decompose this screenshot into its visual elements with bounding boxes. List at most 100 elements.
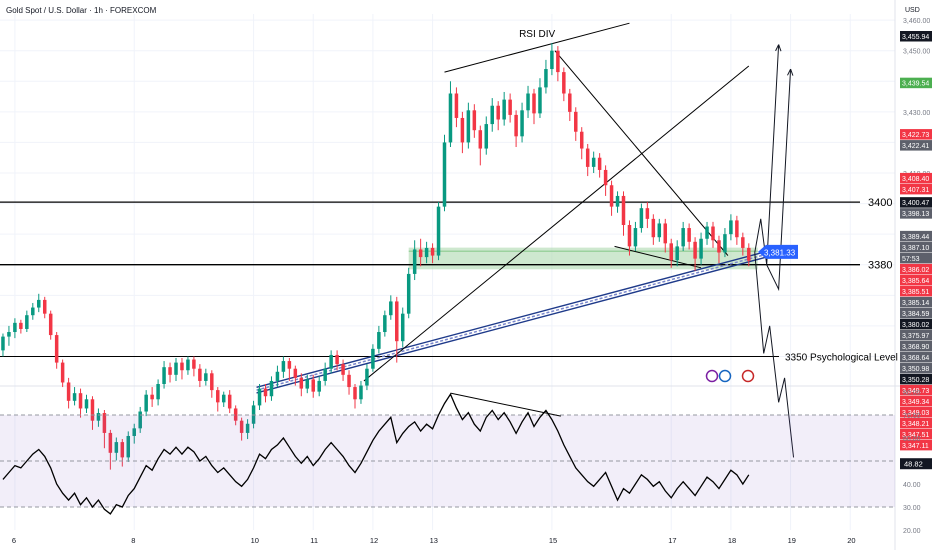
candle-body xyxy=(436,206,441,256)
projection-arrowhead xyxy=(775,44,782,52)
rsi-value-tag-label: 48.82 xyxy=(904,460,923,469)
price-axis-label: 3,460.00 xyxy=(903,18,930,25)
candle-body xyxy=(60,362,65,383)
candle-body xyxy=(609,185,614,207)
price-tag-label: 3,385.51 xyxy=(902,289,929,296)
candle-body xyxy=(7,332,11,337)
price-tag-label: 3,350.98 xyxy=(902,366,929,373)
candle-body xyxy=(156,384,160,400)
candle-body xyxy=(78,393,83,409)
candle-body xyxy=(245,423,250,433)
candle-body xyxy=(591,157,596,167)
time-axis-label: 13 xyxy=(430,536,438,545)
price-tag-label: 3,400.47 xyxy=(902,200,929,207)
candle-body xyxy=(633,228,638,247)
candle-body xyxy=(19,322,23,329)
price-tag-bg xyxy=(900,77,932,89)
candle-body xyxy=(699,238,703,259)
price-tag-label: 3,455.94 xyxy=(902,34,929,41)
candle-body xyxy=(502,99,506,120)
candle-body xyxy=(311,379,315,392)
candle-body xyxy=(114,442,119,453)
price-axis-label: 3,450.00 xyxy=(903,49,930,56)
candle-body xyxy=(233,408,238,421)
rsi-value-tag-bg xyxy=(900,458,932,470)
price-tag-bg xyxy=(900,340,932,352)
level-label: 3380 xyxy=(868,260,892,272)
candle-body xyxy=(574,111,578,132)
candle-body xyxy=(216,390,220,403)
candle-body xyxy=(526,93,530,111)
trend-channel-line xyxy=(256,251,785,394)
candle-body xyxy=(418,249,423,258)
time-axis-label: 8 xyxy=(131,536,135,545)
candle-body xyxy=(478,130,483,149)
candle-body xyxy=(448,93,453,143)
candle-body xyxy=(508,99,512,115)
candle-body xyxy=(150,394,154,400)
price-tag-bg xyxy=(900,129,932,140)
price-tag-bg xyxy=(900,285,932,297)
candle-body xyxy=(562,72,566,94)
price-tag-label: 3,384.59 xyxy=(902,311,929,318)
trend-channel-line xyxy=(256,248,785,391)
price-tag-label: 3,422.73 xyxy=(902,132,929,139)
candle-body xyxy=(424,247,429,258)
flag-icon xyxy=(718,369,732,383)
candle-body xyxy=(681,228,685,247)
candle-body xyxy=(54,335,59,363)
time-axis-label: 12 xyxy=(370,536,378,545)
time-axis-label: 11 xyxy=(310,536,318,545)
price-tag-label: 3,385.64 xyxy=(902,278,929,285)
rsi-axis-label: 20.00 xyxy=(903,528,921,535)
level-label: 3350 Psychological Level xyxy=(785,352,898,363)
time-axis-label: 19 xyxy=(788,536,796,545)
candle-body xyxy=(37,299,41,308)
time-axis-label: 6 xyxy=(12,536,16,545)
price-tag-label: 3,368.64 xyxy=(902,355,929,362)
candle-body xyxy=(442,142,447,207)
price-tag-label: 3,349.34 xyxy=(902,399,929,406)
candle-body xyxy=(406,273,411,314)
candle-body xyxy=(711,226,715,241)
candle-body xyxy=(454,93,459,118)
price-tag-label: 3,375.97 xyxy=(902,333,929,340)
candle-body xyxy=(257,388,262,406)
candle-body xyxy=(430,247,435,256)
candle-body xyxy=(520,110,524,137)
time-axis-label: 15 xyxy=(549,536,557,545)
price-tag-bg xyxy=(900,263,932,275)
candle-body xyxy=(663,223,668,244)
price-tag-label: 3,368.90 xyxy=(902,344,929,351)
candle-body xyxy=(299,377,304,389)
candle-body xyxy=(639,208,644,229)
candle-body xyxy=(1,336,5,351)
candle-body xyxy=(651,218,656,238)
candle-body xyxy=(96,413,101,421)
candle-body xyxy=(472,110,477,131)
candle-body xyxy=(13,322,17,333)
currency-label: USD xyxy=(905,7,920,14)
rsi-axis-label: 40.00 xyxy=(903,482,921,489)
price-tag-label: 3,439.54 xyxy=(902,81,929,88)
candle-body xyxy=(717,240,721,253)
candle-body xyxy=(532,93,536,114)
candle-body xyxy=(221,394,226,403)
last-price-callout-bg xyxy=(758,244,798,259)
candle-body xyxy=(365,368,369,386)
candle-body xyxy=(544,69,548,88)
candle-body xyxy=(556,50,560,73)
candle-body xyxy=(627,224,632,247)
price-tag-label: 3,389.44 xyxy=(902,234,929,241)
flag-icon xyxy=(741,369,755,383)
candle-body xyxy=(72,393,77,401)
candle-body xyxy=(180,362,184,371)
price-tag-label: 3,380.02 xyxy=(902,322,929,329)
candle-body xyxy=(383,315,387,333)
rsi-divergence-line xyxy=(450,392,561,417)
candle-body xyxy=(496,105,500,120)
candle-body xyxy=(239,420,244,433)
candle-body xyxy=(210,373,214,391)
price-tag-bg xyxy=(900,172,932,184)
support-zone-line xyxy=(408,250,758,252)
